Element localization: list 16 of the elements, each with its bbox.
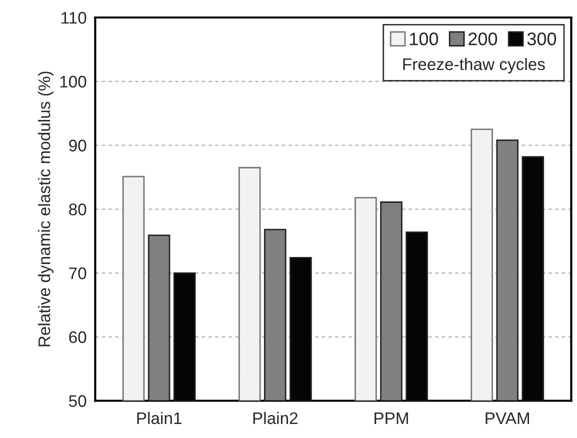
y-tick-label: 110	[62, 12, 86, 24]
y-tick-label: 50	[69, 395, 86, 407]
x-tick-label: Plain2	[253, 412, 298, 424]
y-tick-label: 60	[69, 331, 86, 344]
y-tick-label: 80	[69, 204, 86, 216]
x-tick-label: PVAM	[486, 412, 530, 424]
x-tick-label: PPM	[374, 412, 408, 424]
y-tick-label: 100	[60, 76, 86, 88]
y-tick-label: 70	[69, 267, 86, 280]
y-tick-label: 90	[69, 140, 86, 152]
legend-label: 100	[410, 32, 438, 46]
legend-title: Freeze-thaw cycles	[403, 58, 545, 74]
y-axis-title: Relative dynamic elastic modulus (%)	[38, 72, 54, 346]
legend-label: 200	[468, 32, 498, 46]
legend-label: 300	[527, 32, 556, 46]
x-tick-label: Plain1	[137, 412, 182, 424]
